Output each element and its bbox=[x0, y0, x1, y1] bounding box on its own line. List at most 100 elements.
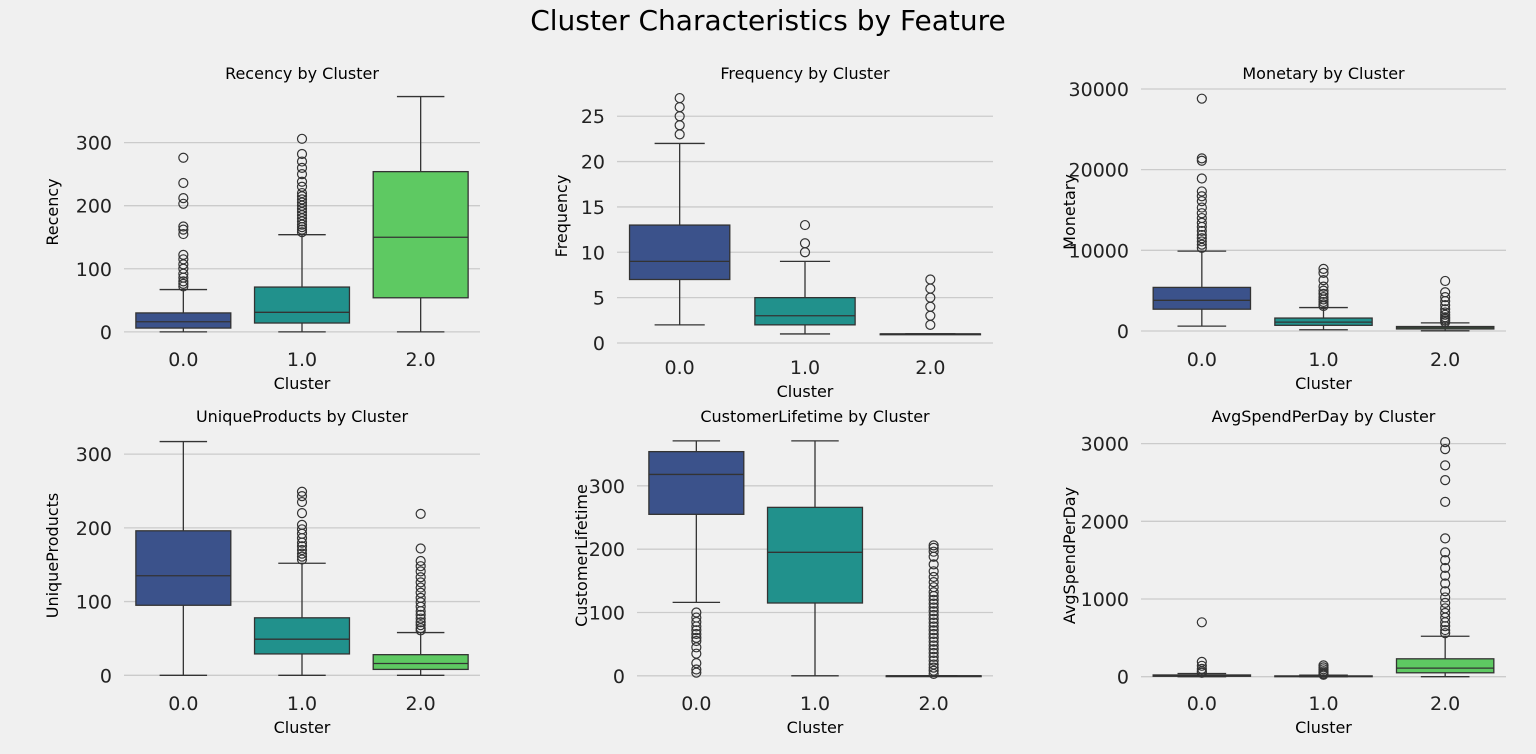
outlier-point bbox=[925, 310, 936, 321]
y-tick-label: 1000 bbox=[1081, 589, 1129, 611]
box-1.0 bbox=[253, 286, 351, 324]
outlier-point bbox=[1440, 307, 1451, 318]
outlier-point bbox=[296, 148, 308, 160]
outlier-point bbox=[1196, 660, 1207, 671]
outlier-point bbox=[925, 274, 936, 285]
outlier-point bbox=[178, 198, 189, 209]
x-tick-label: 2.0 bbox=[919, 693, 949, 715]
outlier-point bbox=[1440, 570, 1451, 581]
outlier-point bbox=[1440, 312, 1451, 323]
box-0.0 bbox=[648, 450, 745, 515]
outlier-point bbox=[1196, 217, 1207, 228]
outlier-point bbox=[928, 647, 939, 659]
outlier-point bbox=[674, 120, 685, 131]
y-axis-label: AvgSpendPerDay bbox=[1060, 487, 1079, 624]
outlier-point bbox=[928, 659, 939, 670]
outlier-point bbox=[1440, 578, 1451, 589]
outlier-point bbox=[415, 587, 426, 598]
panel-title: Frequency by Cluster bbox=[720, 64, 890, 83]
outlier-point bbox=[1440, 597, 1451, 608]
outlier-point bbox=[691, 664, 702, 675]
outlier-point bbox=[799, 219, 811, 231]
outlier-point bbox=[1440, 607, 1451, 619]
outlier-point bbox=[296, 541, 308, 552]
outlier-point bbox=[1318, 285, 1329, 296]
outlier-point bbox=[1196, 93, 1207, 104]
outlier-point bbox=[1196, 239, 1207, 250]
outlier-point bbox=[674, 129, 685, 140]
outlier-point bbox=[1440, 555, 1451, 566]
box-1.0 bbox=[253, 617, 351, 655]
outlier-point bbox=[1318, 275, 1329, 286]
outlier-point bbox=[928, 571, 939, 583]
outlier-point bbox=[928, 640, 939, 651]
x-tick-label: 0.0 bbox=[665, 357, 695, 379]
y-tick-label: 100 bbox=[76, 259, 112, 281]
outlier-point bbox=[928, 559, 939, 570]
panel-title: CustomerLifetime by Cluster bbox=[700, 407, 930, 426]
outlier-point bbox=[296, 551, 308, 562]
outlier-point bbox=[296, 156, 308, 167]
y-tick-label: 0 bbox=[1117, 667, 1129, 689]
outlier-point bbox=[1196, 236, 1207, 247]
outlier-point bbox=[1440, 291, 1451, 303]
outlier-point bbox=[799, 238, 811, 249]
panel-title: Monetary by Cluster bbox=[1242, 64, 1405, 83]
outlier-point bbox=[415, 543, 426, 554]
outlier-point bbox=[1440, 460, 1451, 471]
x-tick-label: 1.0 bbox=[287, 349, 317, 371]
outlier-point bbox=[296, 491, 308, 502]
outlier-point bbox=[928, 628, 939, 640]
outlier-point bbox=[1440, 287, 1451, 298]
y-axis-label: Frequency bbox=[552, 175, 571, 258]
panel-title: Recency by Cluster bbox=[225, 64, 379, 83]
outlier-point bbox=[674, 92, 685, 104]
outlier-point bbox=[928, 609, 939, 621]
outlier-point bbox=[928, 606, 939, 617]
outlier-point bbox=[178, 278, 189, 290]
x-tick-label: 2.0 bbox=[915, 357, 945, 379]
outlier-point bbox=[1196, 233, 1207, 244]
panel-2: 0 10000 20000 30000 0.0 1.0 2.0 Monetary by Clu… bbox=[1060, 64, 1506, 393]
outlier-point bbox=[415, 577, 426, 588]
outlier-point bbox=[1440, 496, 1451, 508]
outlier-point bbox=[1196, 663, 1207, 675]
x-tick-label: 0.0 bbox=[1187, 693, 1217, 715]
outlier-point bbox=[1440, 624, 1451, 636]
x-tick-label: 1.0 bbox=[287, 693, 317, 715]
outlier-point bbox=[928, 542, 939, 554]
y-tick-label: 0 bbox=[1117, 321, 1129, 343]
x-axis-label: Cluster bbox=[274, 718, 331, 737]
outlier-point bbox=[1196, 196, 1207, 207]
outlier-point bbox=[928, 625, 939, 636]
outlier-point bbox=[928, 636, 939, 647]
outlier-point bbox=[296, 548, 308, 559]
outlier-point bbox=[691, 635, 702, 647]
outlier-point bbox=[1440, 443, 1451, 455]
outlier-point bbox=[415, 613, 426, 624]
panel-title: AvgSpendPerDay by Cluster bbox=[1212, 407, 1436, 426]
outlier-point bbox=[1196, 208, 1207, 219]
outlier-point bbox=[1318, 291, 1329, 303]
outlier-point bbox=[178, 152, 189, 163]
outlier-point bbox=[928, 576, 939, 588]
outlier-point bbox=[1440, 475, 1451, 486]
outlier-point bbox=[928, 665, 939, 676]
y-tick-label: 0 bbox=[593, 333, 605, 355]
outlier-point bbox=[691, 607, 702, 618]
outlier-point bbox=[178, 193, 189, 204]
outlier-point bbox=[928, 651, 939, 662]
x-tick-label: 0.0 bbox=[1187, 349, 1217, 371]
y-axis-label: CustomerLifetime bbox=[572, 484, 591, 627]
outlier-point bbox=[178, 228, 189, 240]
x-axis-label: Cluster bbox=[787, 718, 844, 737]
outlier-point bbox=[1440, 309, 1451, 320]
x-tick-label: 2.0 bbox=[1430, 349, 1460, 371]
y-tick-label: 10000 bbox=[1069, 240, 1129, 262]
panel-title: UniqueProducts by Cluster bbox=[196, 407, 409, 426]
x-tick-label: 1.0 bbox=[1308, 349, 1338, 371]
outlier-point bbox=[925, 283, 936, 294]
outlier-point bbox=[1196, 191, 1207, 202]
outlier-point bbox=[296, 133, 308, 144]
